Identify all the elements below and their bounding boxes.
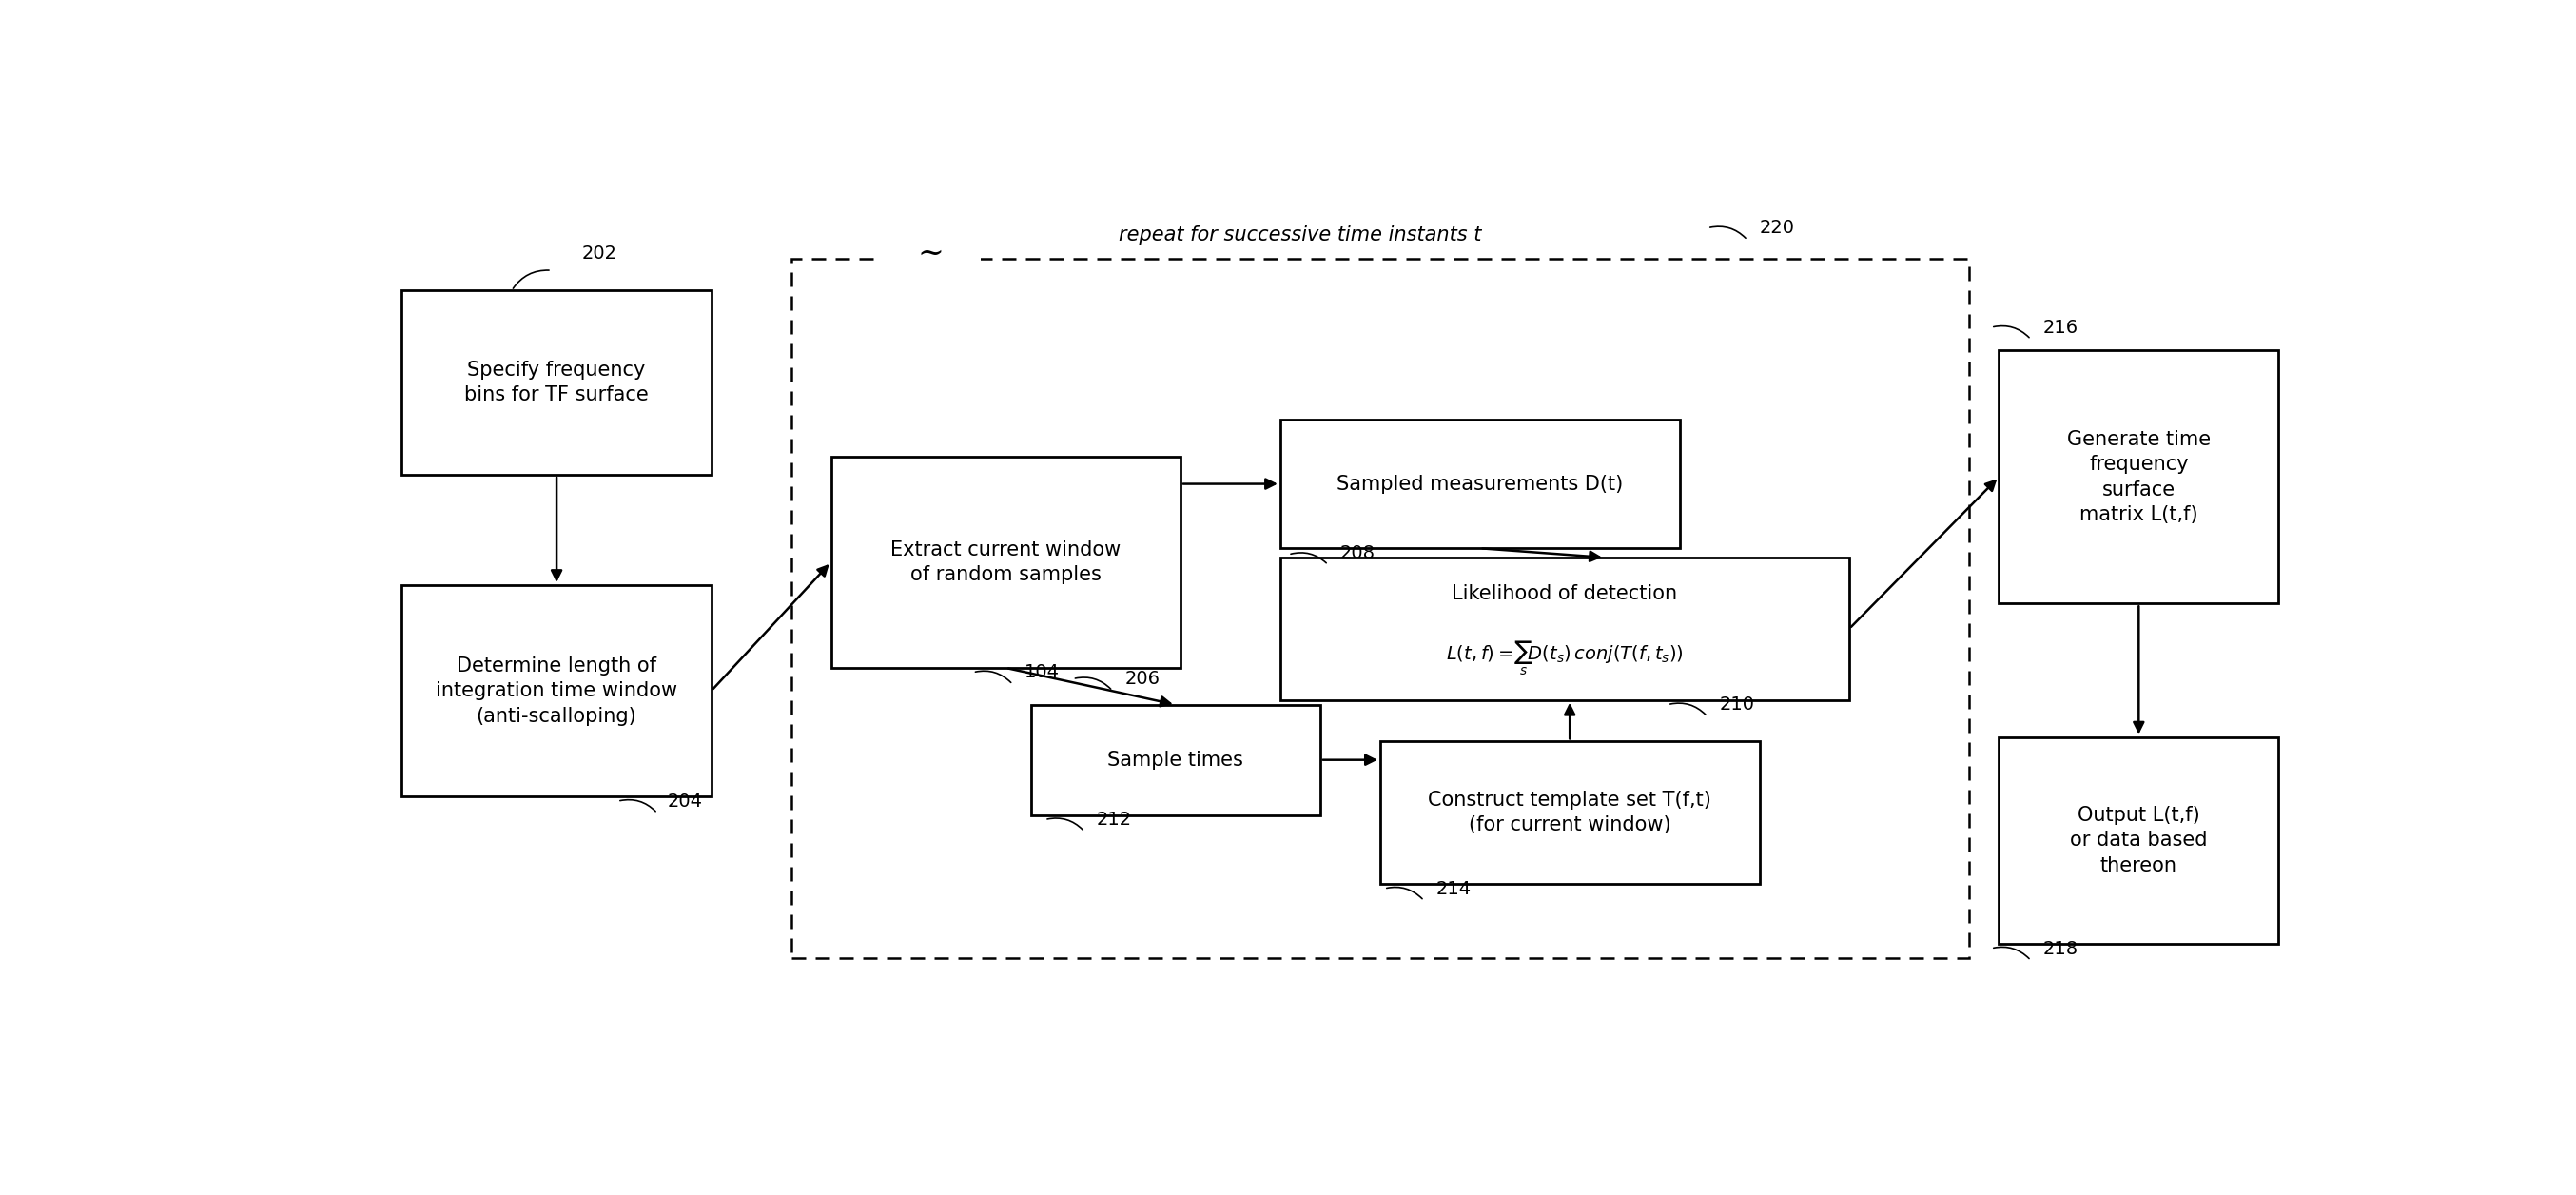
Bar bbox=[1999, 737, 2280, 944]
Text: 202: 202 bbox=[582, 245, 616, 263]
Text: 104: 104 bbox=[1025, 663, 1059, 681]
Bar bbox=[1280, 557, 1850, 700]
Text: Generate time
frequency
surface
matrix L(t,f): Generate time frequency surface matrix L… bbox=[2066, 430, 2210, 525]
Text: 214: 214 bbox=[1435, 880, 1471, 897]
Text: 212: 212 bbox=[1097, 811, 1131, 829]
Bar bbox=[1280, 419, 1680, 549]
Text: 210: 210 bbox=[1721, 695, 1754, 713]
Text: repeat for successive time instants t: repeat for successive time instants t bbox=[1118, 226, 1481, 245]
Text: Construct template set T(f,t)
(for current window): Construct template set T(f,t) (for curre… bbox=[1427, 791, 1710, 835]
Bar bbox=[1030, 705, 1321, 815]
Text: 216: 216 bbox=[2043, 319, 2079, 337]
Text: Sampled measurements D(t): Sampled measurements D(t) bbox=[1337, 474, 1623, 494]
Text: $L(t,f)=\!\sum_s\!D(t_s)\,conj(T(f,t_s))$: $L(t,f)=\!\sum_s\!D(t_s)\,conj(T(f,t_s))… bbox=[1445, 639, 1685, 678]
Bar bbox=[1381, 741, 1759, 884]
Text: Sample times: Sample times bbox=[1108, 750, 1244, 770]
Text: 208: 208 bbox=[1340, 544, 1376, 562]
Bar bbox=[402, 290, 711, 474]
Text: 218: 218 bbox=[2043, 939, 2079, 957]
Bar bbox=[881, 251, 981, 265]
Text: ~: ~ bbox=[917, 239, 945, 269]
Text: Specify frequency
bins for TF surface: Specify frequency bins for TF surface bbox=[464, 361, 649, 405]
Bar bbox=[832, 456, 1180, 668]
Text: Determine length of
integration time window
(anti-scalloping): Determine length of integration time win… bbox=[435, 656, 677, 725]
Bar bbox=[791, 258, 1968, 957]
Bar bbox=[1999, 350, 2280, 603]
Text: 220: 220 bbox=[1759, 219, 1795, 238]
Text: 204: 204 bbox=[667, 792, 703, 810]
Text: 206: 206 bbox=[1126, 670, 1159, 688]
Bar bbox=[402, 586, 711, 797]
Text: Output L(t,f)
or data based
thereon: Output L(t,f) or data based thereon bbox=[2071, 805, 2208, 875]
Text: Extract current window
of random samples: Extract current window of random samples bbox=[891, 540, 1121, 584]
Text: Likelihood of detection: Likelihood of detection bbox=[1453, 584, 1677, 603]
